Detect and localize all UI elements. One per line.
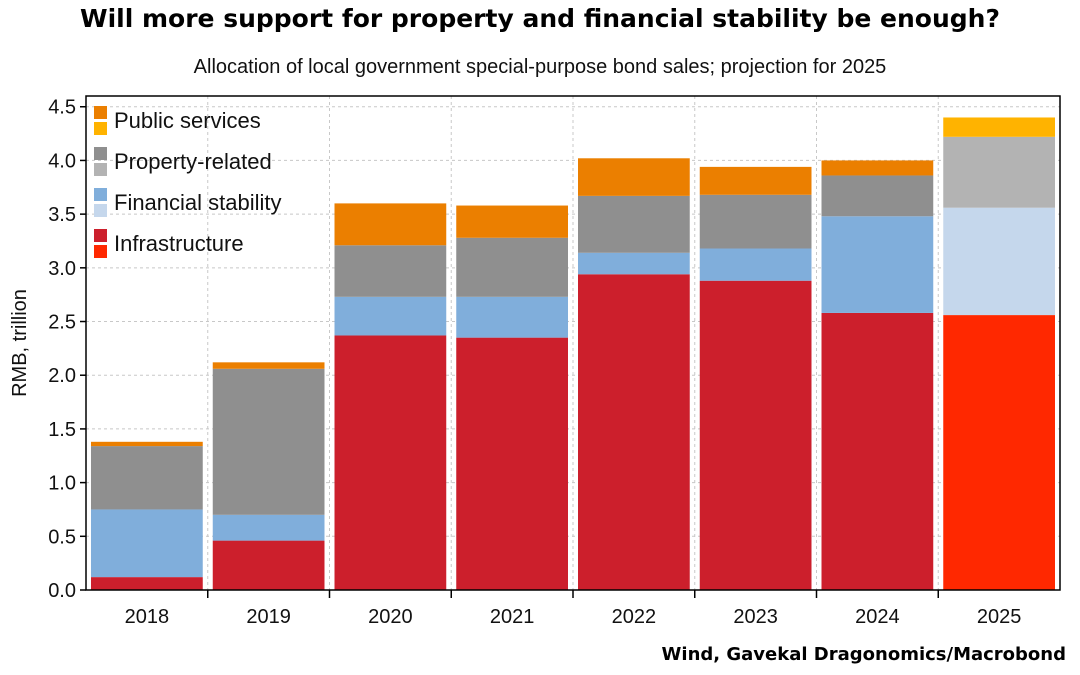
y-tick-label: 2.0 xyxy=(48,365,76,387)
bar-segment xyxy=(334,245,447,297)
bar-segment xyxy=(456,296,568,338)
bar-segment xyxy=(699,248,812,281)
bar-segment xyxy=(91,509,203,578)
x-tick-label: 2021 xyxy=(490,606,535,628)
y-tick-label: 0.0 xyxy=(48,580,76,602)
source-note: Wind, Gavekal Dragonomics/Macrobond xyxy=(661,644,1066,665)
legend-swatch-projection xyxy=(94,122,107,135)
x-tick-label: 2022 xyxy=(612,606,657,628)
legend-swatch-projection xyxy=(94,245,107,258)
bar-segment xyxy=(578,252,690,275)
bar-segment xyxy=(943,207,1055,316)
x-tick-label: 2025 xyxy=(977,606,1022,628)
y-tick-label: 3.0 xyxy=(48,258,76,280)
bar-segment xyxy=(699,166,812,195)
bar-segment xyxy=(821,160,934,176)
legend-swatch xyxy=(94,229,107,242)
x-tick-label: 2020 xyxy=(368,606,413,628)
legend-label: Public services xyxy=(114,108,261,133)
bar-segment xyxy=(212,362,325,369)
bar-segment xyxy=(456,237,568,297)
legend-swatch-projection xyxy=(94,163,107,176)
bar-segment xyxy=(334,296,447,336)
axis-layer: 0.0 0.5 1.0 1.5 2.0 2.5 3.0 3.5 4.0 4.5 2018 2019 20… xyxy=(9,95,1061,628)
legend-swatch xyxy=(94,188,107,201)
x-tick-label: 2023 xyxy=(733,606,778,628)
legend-swatch xyxy=(94,147,107,160)
legend-label: Property-related xyxy=(114,149,272,174)
y-tick-label: 0.5 xyxy=(48,526,76,548)
x-tick-label: 2019 xyxy=(246,606,291,628)
bar-segment xyxy=(212,540,325,590)
chart-subtitle: Allocation of local government special-p… xyxy=(193,56,887,78)
bar-segment xyxy=(91,446,203,510)
legend: Public services Property-related Financial… xyxy=(94,106,282,258)
y-tick-label: 1.0 xyxy=(48,473,76,495)
bar-segment xyxy=(456,337,568,590)
legend-label: Financial stability xyxy=(114,190,282,215)
bar-segment xyxy=(334,203,447,246)
bar-segment xyxy=(212,514,325,541)
bar-segment xyxy=(943,315,1055,590)
bar-segment xyxy=(456,205,568,238)
legend-swatch xyxy=(94,106,107,119)
bar-segment xyxy=(212,368,325,515)
bar-segment xyxy=(821,216,934,313)
bar-segment xyxy=(578,195,690,253)
bar-segment xyxy=(91,441,203,447)
y-tick-label: 1.5 xyxy=(48,419,76,441)
bar-segment xyxy=(91,577,203,590)
chart-title: Will more support for property and finan… xyxy=(80,4,1000,33)
legend-swatch-projection xyxy=(94,204,107,217)
bar-segment xyxy=(821,175,934,217)
y-axis-label: RMB, trillion xyxy=(9,289,31,397)
y-tick-label: 4.5 xyxy=(48,97,76,119)
bar-segment xyxy=(578,158,690,196)
plot-frame xyxy=(85,95,1061,591)
bar-segment xyxy=(943,117,1055,137)
bar-segment xyxy=(334,335,447,590)
bar-segment xyxy=(578,274,690,590)
x-tick-label: 2018 xyxy=(125,606,170,628)
y-tick-label: 3.5 xyxy=(48,204,76,226)
bar-segment xyxy=(699,280,812,590)
legend-label: Infrastructure xyxy=(114,231,244,256)
bar-segment xyxy=(699,194,812,249)
bar-segment xyxy=(821,312,934,590)
x-tick-label: 2024 xyxy=(855,606,900,628)
y-tick-label: 4.0 xyxy=(48,150,76,172)
bars-layer xyxy=(91,117,1055,590)
y-tick-label: 2.5 xyxy=(48,312,76,334)
bar-segment xyxy=(943,136,1055,208)
